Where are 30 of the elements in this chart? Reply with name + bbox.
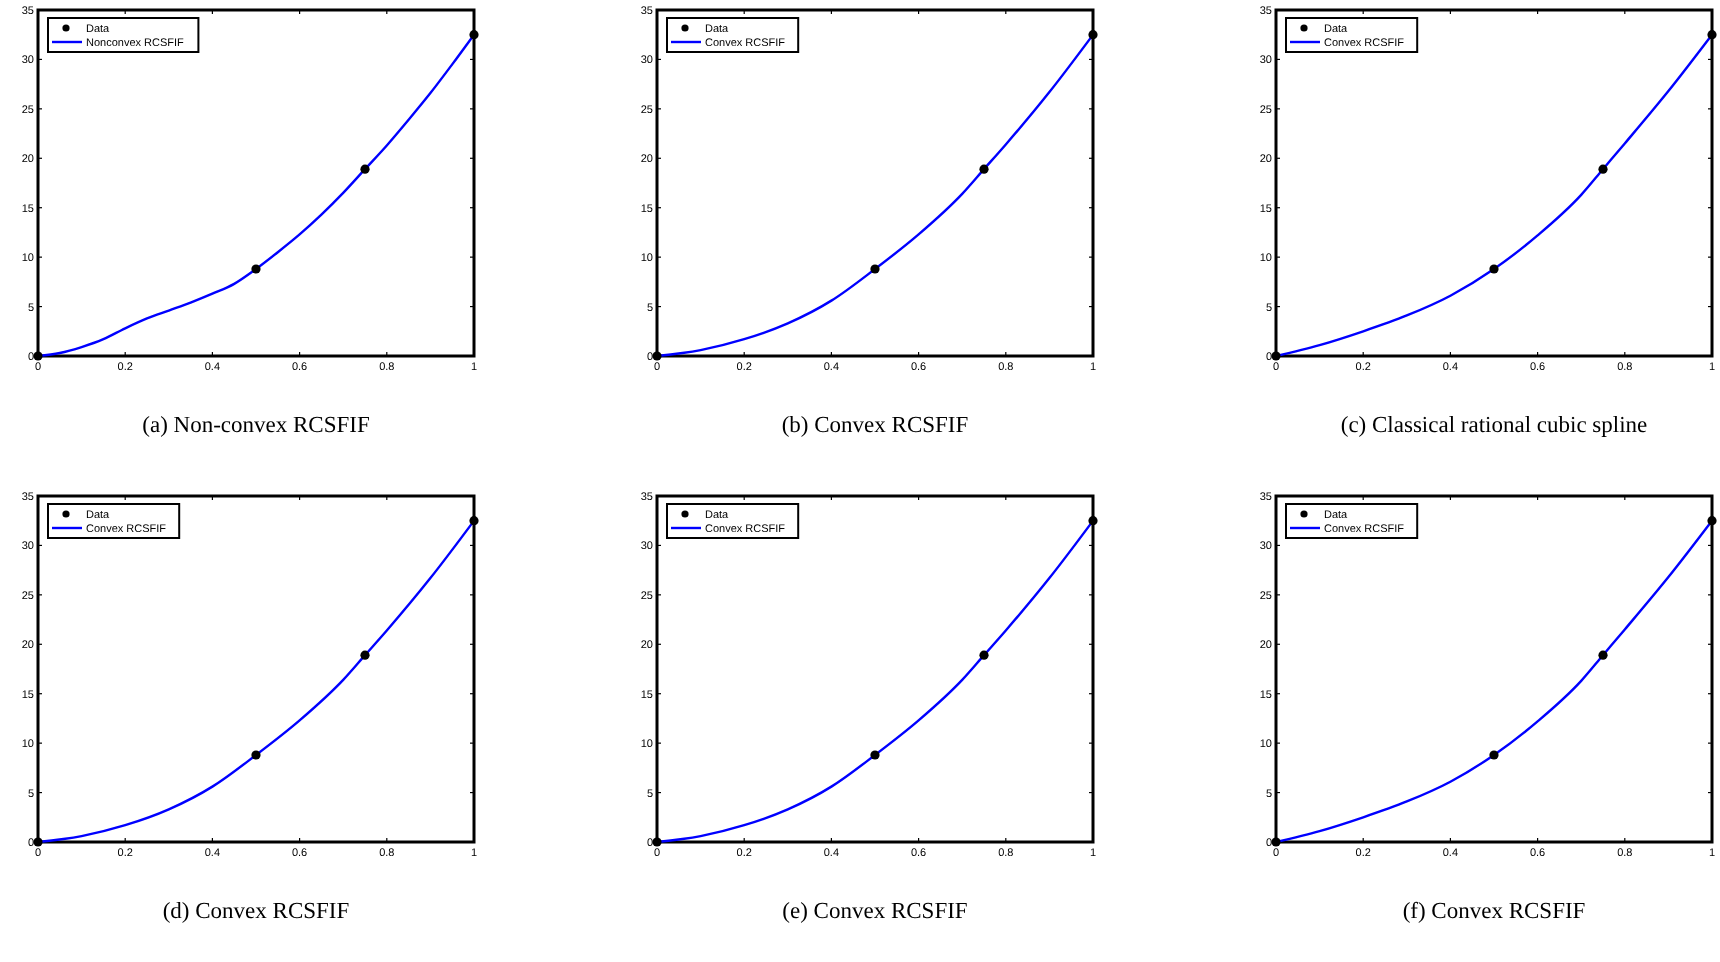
text: (f) Convex RCSFIF <box>1402 900 1586 924</box>
line-series <box>655 33 1095 358</box>
point <box>870 750 880 760</box>
point <box>979 650 989 660</box>
point <box>360 650 370 660</box>
point <box>1489 264 1499 274</box>
point <box>469 30 479 40</box>
point <box>1598 164 1608 174</box>
point <box>870 264 880 274</box>
line-series <box>36 33 476 358</box>
line-series <box>1274 519 1714 844</box>
point <box>1088 516 1098 526</box>
line-series <box>36 519 476 844</box>
text: (e) Convex RCSFIF <box>782 900 968 924</box>
point <box>1088 30 1098 40</box>
point <box>251 264 261 274</box>
text: (a) Non-convex RCSFIF <box>142 414 370 438</box>
point <box>1707 30 1717 40</box>
point <box>360 164 370 174</box>
line-series <box>1274 33 1714 358</box>
point <box>1489 750 1499 760</box>
text: (d) Convex RCSFIF <box>162 900 350 924</box>
point <box>979 164 989 174</box>
text: (b) Convex RCSFIF <box>781 414 969 438</box>
point <box>251 750 261 760</box>
line-series <box>655 519 1095 844</box>
point <box>469 516 479 526</box>
point <box>1598 650 1608 660</box>
text: (c) Classical rational cubic spline <box>1340 414 1648 438</box>
point <box>1707 516 1717 526</box>
